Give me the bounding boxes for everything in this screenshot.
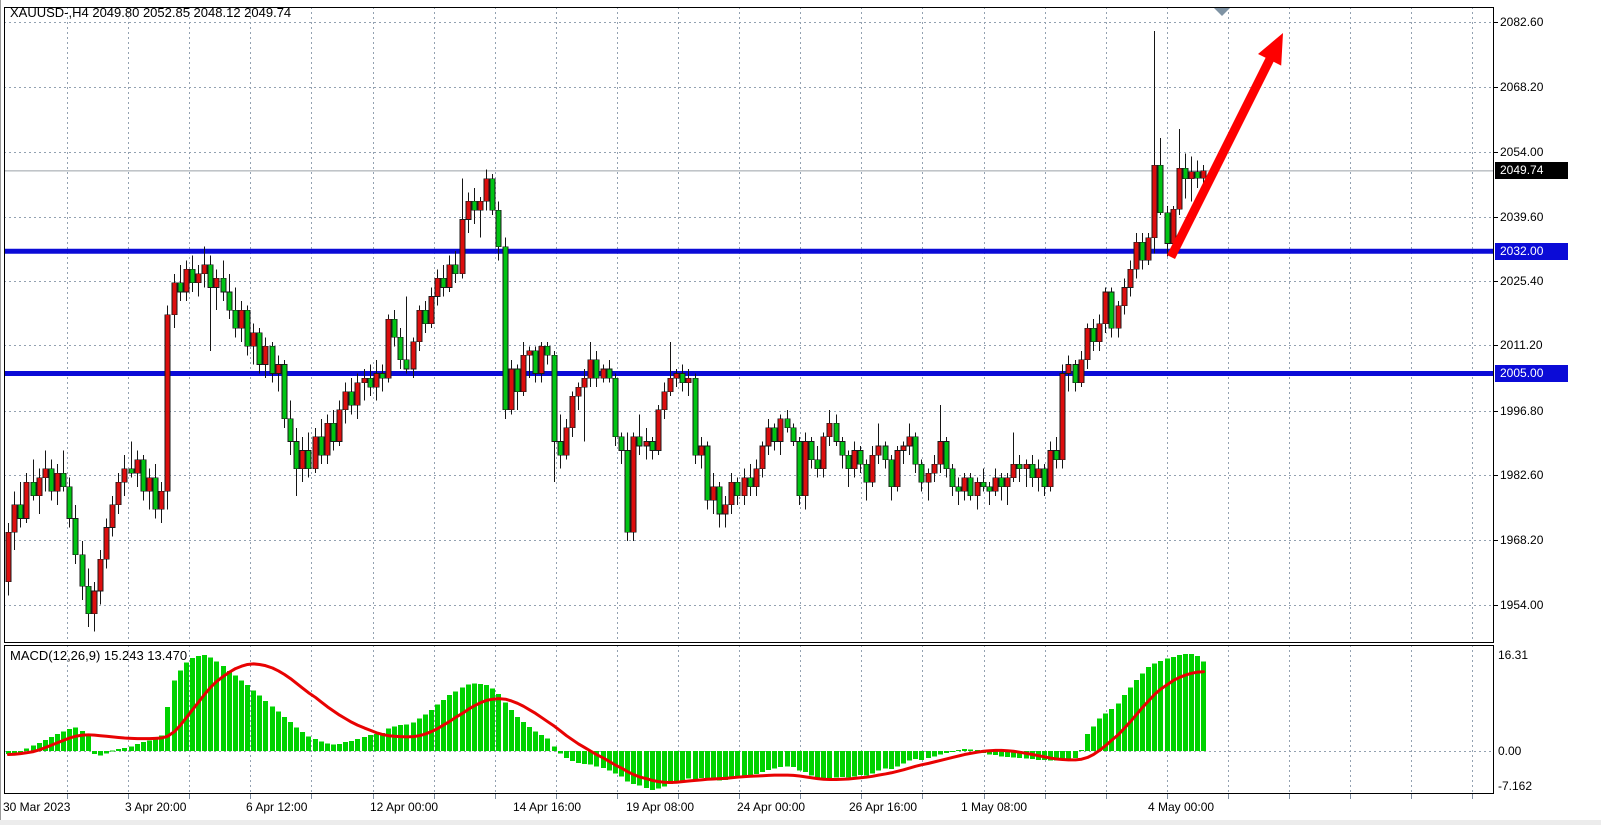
grid-lines xyxy=(4,7,1498,799)
time-axis-label: 6 Apr 12:00 xyxy=(246,800,308,814)
level-price-tag: 2032.00 xyxy=(1495,242,1568,260)
time-axis-label: 4 May 00:00 xyxy=(1148,800,1215,814)
price-axis-label: 1968.20 xyxy=(1500,533,1544,548)
current-price-tag: 2049.74 xyxy=(1495,162,1568,180)
macd-axis-label: 16.31 xyxy=(1498,647,1529,662)
time-axis-label: 19 Apr 08:00 xyxy=(626,800,695,814)
price-axis-label: 1982.60 xyxy=(1500,468,1544,482)
price-axis-label: 2025.40 xyxy=(1500,274,1544,289)
macd-axis-label: 0.00 xyxy=(1498,744,1522,758)
macd-pane-series xyxy=(6,653,1206,790)
time-axis-label: 30 Mar 2023 xyxy=(3,800,71,814)
price-axis-label: 2082.60 xyxy=(1500,15,1544,29)
price-axis-label: 1954.00 xyxy=(1500,597,1544,612)
chart-shift-marker-icon[interactable] xyxy=(1214,8,1230,16)
price-axis-label: 2068.20 xyxy=(1500,80,1544,95)
candles xyxy=(5,31,1207,632)
level-price-tag: 2005.00 xyxy=(1495,365,1568,383)
time-axis-label: 1 May 08:00 xyxy=(961,800,1028,814)
time-axis-label: 12 Apr 00:00 xyxy=(370,800,439,814)
macd-pane-border xyxy=(4,645,1494,794)
macd-axis-label: -7.162 xyxy=(1498,779,1533,793)
time-axis-label: 3 Apr 20:00 xyxy=(125,800,187,814)
price-axis-label: 2054.00 xyxy=(1500,144,1544,159)
time-axis-label: 26 Apr 16:00 xyxy=(849,800,918,814)
main-pane-border xyxy=(4,7,1494,643)
time-axis-label: 14 Apr 16:00 xyxy=(513,800,582,814)
price-axis-label: 2011.20 xyxy=(1500,338,1543,353)
window-bottom-edge xyxy=(0,820,1601,825)
time-axis-label: 24 Apr 00:00 xyxy=(737,800,806,814)
window-left-edge xyxy=(0,0,1,825)
price-axis-label: 1996.80 xyxy=(1500,403,1544,418)
macd-signal-line xyxy=(7,662,1205,784)
price-axis-label: 2039.60 xyxy=(1500,209,1544,224)
macd-indicator-label: MACD(12,26,9) 15.243 13.470 xyxy=(10,648,188,663)
trend-arrow[interactable] xyxy=(1167,33,1283,259)
chart-title: XAUUSD-,H4 2049.80 2052.85 2048.12 2049.… xyxy=(10,5,292,20)
